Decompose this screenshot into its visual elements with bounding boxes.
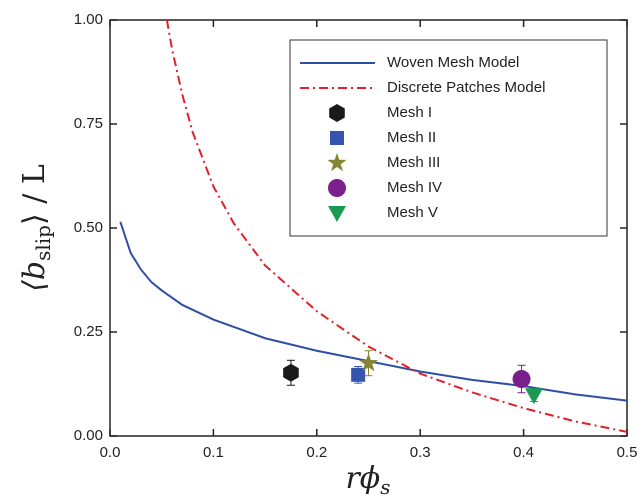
y-tick-label: 0.50 (74, 219, 103, 236)
marker (512, 370, 531, 389)
y-label-text: ⟨b (17, 261, 52, 292)
x-label-text: rϕ (345, 461, 380, 496)
marker (283, 363, 299, 382)
y-tick-label: 0.00 (74, 427, 103, 444)
x-tick-label: 0.0 (100, 444, 121, 461)
y-axis-label: ⟨bslip⟩ / L (17, 164, 55, 292)
legend-label: Discrete Patches Model (387, 79, 545, 96)
y-tick-label: 0.25 (74, 323, 103, 340)
x-tick-label: 0.5 (617, 444, 638, 461)
x-tick-label: 0.2 (306, 444, 327, 461)
y-label-after: ⟩ / L (17, 164, 52, 225)
y-label-sub: slip (31, 225, 55, 261)
model-line (165, 20, 627, 433)
marker (358, 353, 379, 372)
legend-marker (328, 206, 346, 222)
x-axis-label: rϕs (345, 461, 390, 499)
legend-box (289, 39, 608, 237)
x-tick-label: 0.3 (410, 444, 431, 461)
x-tick-label: 0.4 (513, 444, 534, 461)
x-label-sub: s (380, 475, 390, 499)
legend-marker (327, 153, 347, 172)
x-tick-label: 0.1 (203, 444, 224, 461)
legend-label: Mesh V (387, 204, 438, 221)
y-tick-label: 0.75 (74, 115, 103, 132)
legend-label: Mesh II (387, 129, 436, 146)
marker (524, 388, 543, 405)
legend-label: Mesh IV (387, 179, 442, 196)
legend-marker (330, 131, 344, 145)
legend-label: Mesh III (387, 154, 440, 171)
legend-marker (328, 179, 346, 197)
legend-label: Woven Mesh Model (387, 54, 519, 71)
marker (351, 367, 366, 382)
legend-label: Mesh I (387, 104, 432, 121)
y-tick-label: 1.00 (74, 11, 103, 28)
model-line (119, 221, 627, 402)
legend-marker (329, 104, 345, 122)
